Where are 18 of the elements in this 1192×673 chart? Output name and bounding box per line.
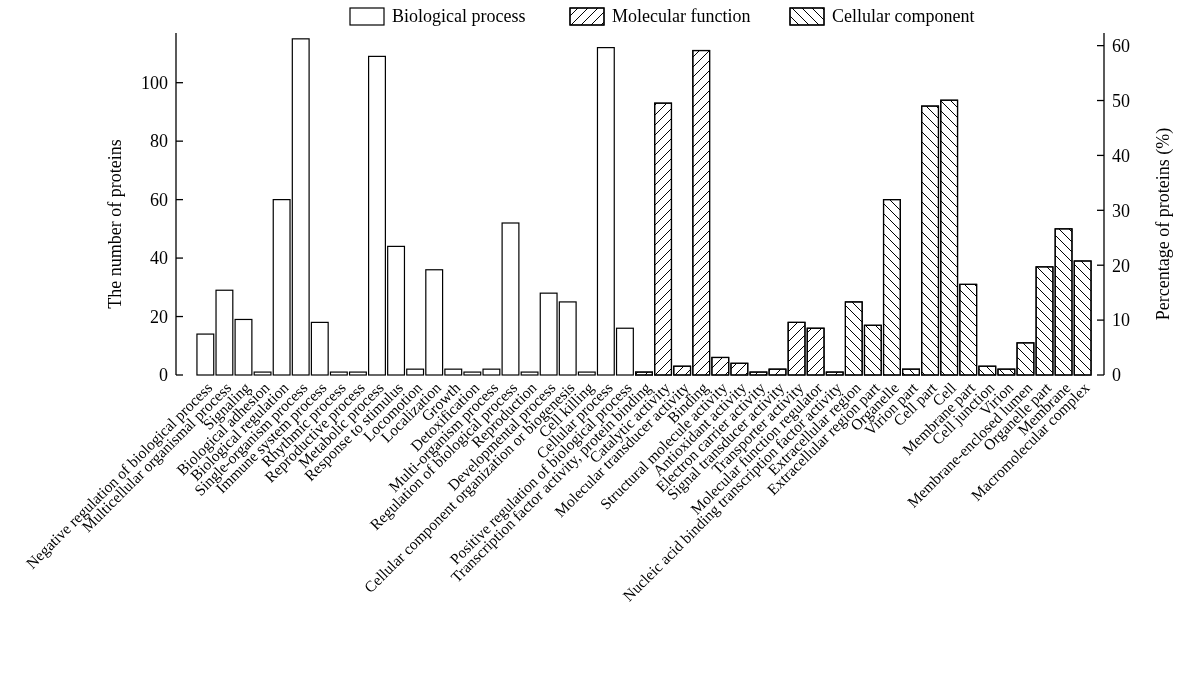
y2-axis-title: Percentage of proteins (%) [1153, 127, 1174, 321]
y2-tick-label: 50 [1112, 90, 1130, 111]
y-tick-label: 100 [141, 72, 168, 93]
y-tick-label: 40 [150, 248, 168, 269]
y-axis-title: The number of proteins [105, 139, 125, 309]
y2-tick-label: 40 [1112, 145, 1130, 166]
y2-tick-label: 10 [1112, 310, 1130, 331]
y-tick-label: 20 [150, 306, 168, 327]
legend-label: Molecular function [612, 6, 751, 27]
y-tick-label: 80 [150, 131, 168, 152]
y2-tick-label: 30 [1112, 200, 1130, 221]
y-tick-label: 60 [150, 189, 168, 210]
legend-label: Biological process [392, 6, 526, 27]
y-tick-label: 0 [159, 365, 168, 386]
y2-tick-label: 20 [1112, 255, 1130, 276]
y2-tick-label: 0 [1112, 365, 1121, 386]
y2-tick-label: 60 [1112, 35, 1130, 56]
legend-label: Cellular component [832, 6, 975, 27]
